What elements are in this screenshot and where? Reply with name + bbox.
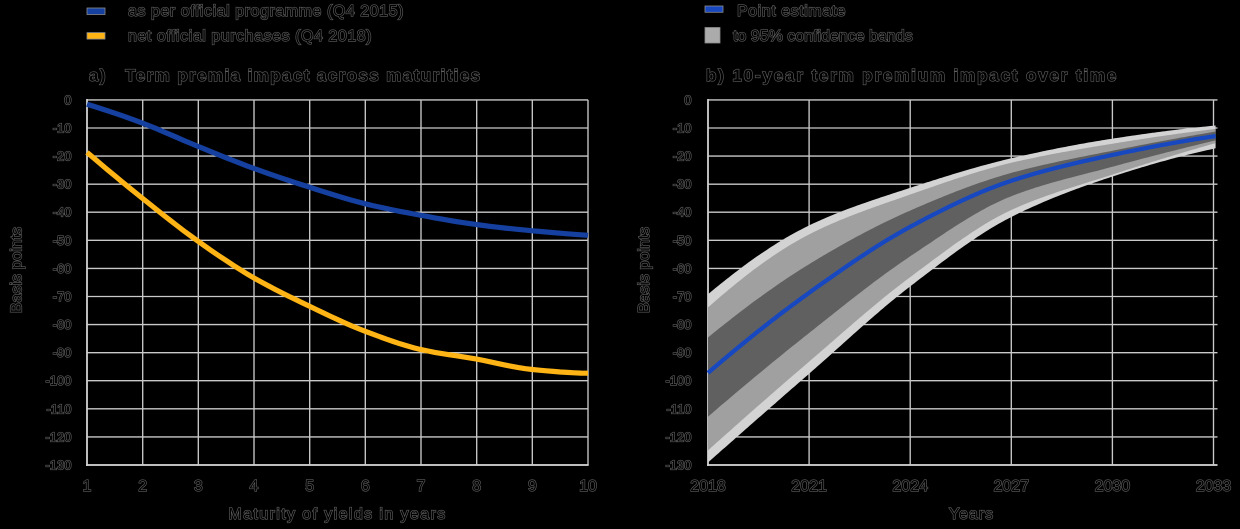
svg-text:4: 4 xyxy=(250,478,259,495)
svg-text:-100: -100 xyxy=(665,373,691,388)
svg-text:Maturity of yields in years: Maturity of yields in years xyxy=(228,506,446,523)
svg-text:7: 7 xyxy=(417,478,426,495)
svg-text:-80: -80 xyxy=(53,317,72,332)
svg-text:9: 9 xyxy=(528,478,537,495)
svg-text:-60: -60 xyxy=(673,261,692,276)
svg-text:-20: -20 xyxy=(673,149,692,164)
svg-text:net official purchases (Q4 201: net official purchases (Q4 2018) xyxy=(128,28,372,45)
svg-text:0: 0 xyxy=(684,92,691,107)
svg-text:-110: -110 xyxy=(666,401,691,416)
svg-text:-40: -40 xyxy=(53,205,72,220)
svg-text:-110: -110 xyxy=(46,401,71,416)
svg-text:Years: Years xyxy=(949,506,994,523)
svg-text:-130: -130 xyxy=(665,458,691,473)
svg-text:-50: -50 xyxy=(673,233,692,248)
svg-text:as per official programme (Q4: as per official programme (Q4 2015) xyxy=(128,3,404,20)
svg-text:10: 10 xyxy=(579,478,597,495)
svg-text:2027: 2027 xyxy=(994,478,1030,495)
svg-text:-20: -20 xyxy=(53,149,72,164)
svg-text:to 95% confidence bands: to 95% confidence bands xyxy=(733,28,913,45)
svg-text:-40: -40 xyxy=(673,205,692,220)
svg-text:8: 8 xyxy=(472,478,481,495)
svg-text:-90: -90 xyxy=(53,345,72,360)
svg-text:a) Term premia impact across: a) Term premia impact across maturities xyxy=(89,66,482,85)
svg-text:-70: -70 xyxy=(53,289,72,304)
svg-text:-30: -30 xyxy=(53,177,72,192)
svg-text:2: 2 xyxy=(138,478,147,495)
svg-text:-10: -10 xyxy=(673,120,692,135)
svg-text:0: 0 xyxy=(64,92,71,107)
svg-text:-120: -120 xyxy=(665,429,691,444)
svg-text:2030: 2030 xyxy=(1095,478,1131,495)
svg-text:-60: -60 xyxy=(53,261,72,276)
svg-text:2024: 2024 xyxy=(892,478,928,495)
svg-text:2033: 2033 xyxy=(1196,478,1232,495)
svg-text:-130: -130 xyxy=(45,458,71,473)
svg-text:2021: 2021 xyxy=(791,478,827,495)
svg-text:-80: -80 xyxy=(673,317,692,332)
svg-text:-10: -10 xyxy=(53,120,72,135)
svg-text:-120: -120 xyxy=(45,429,71,444)
svg-text:b) 10-year term premium impact: b) 10-year term premium impact over time xyxy=(706,66,1118,85)
svg-text:3: 3 xyxy=(194,478,203,495)
svg-text:Basis points: Basis points xyxy=(9,227,26,313)
svg-text:5: 5 xyxy=(305,478,314,495)
svg-text:-50: -50 xyxy=(53,233,72,248)
svg-text:-100: -100 xyxy=(45,373,71,388)
svg-text:6: 6 xyxy=(361,478,370,495)
svg-text:-30: -30 xyxy=(673,177,692,192)
svg-text:-70: -70 xyxy=(673,289,692,304)
svg-text:Basis points: Basis points xyxy=(636,227,653,313)
svg-text:1: 1 xyxy=(83,478,92,495)
svg-text:2018: 2018 xyxy=(690,478,726,495)
svg-text:Point estimate: Point estimate xyxy=(737,3,846,20)
svg-text:-90: -90 xyxy=(673,345,692,360)
